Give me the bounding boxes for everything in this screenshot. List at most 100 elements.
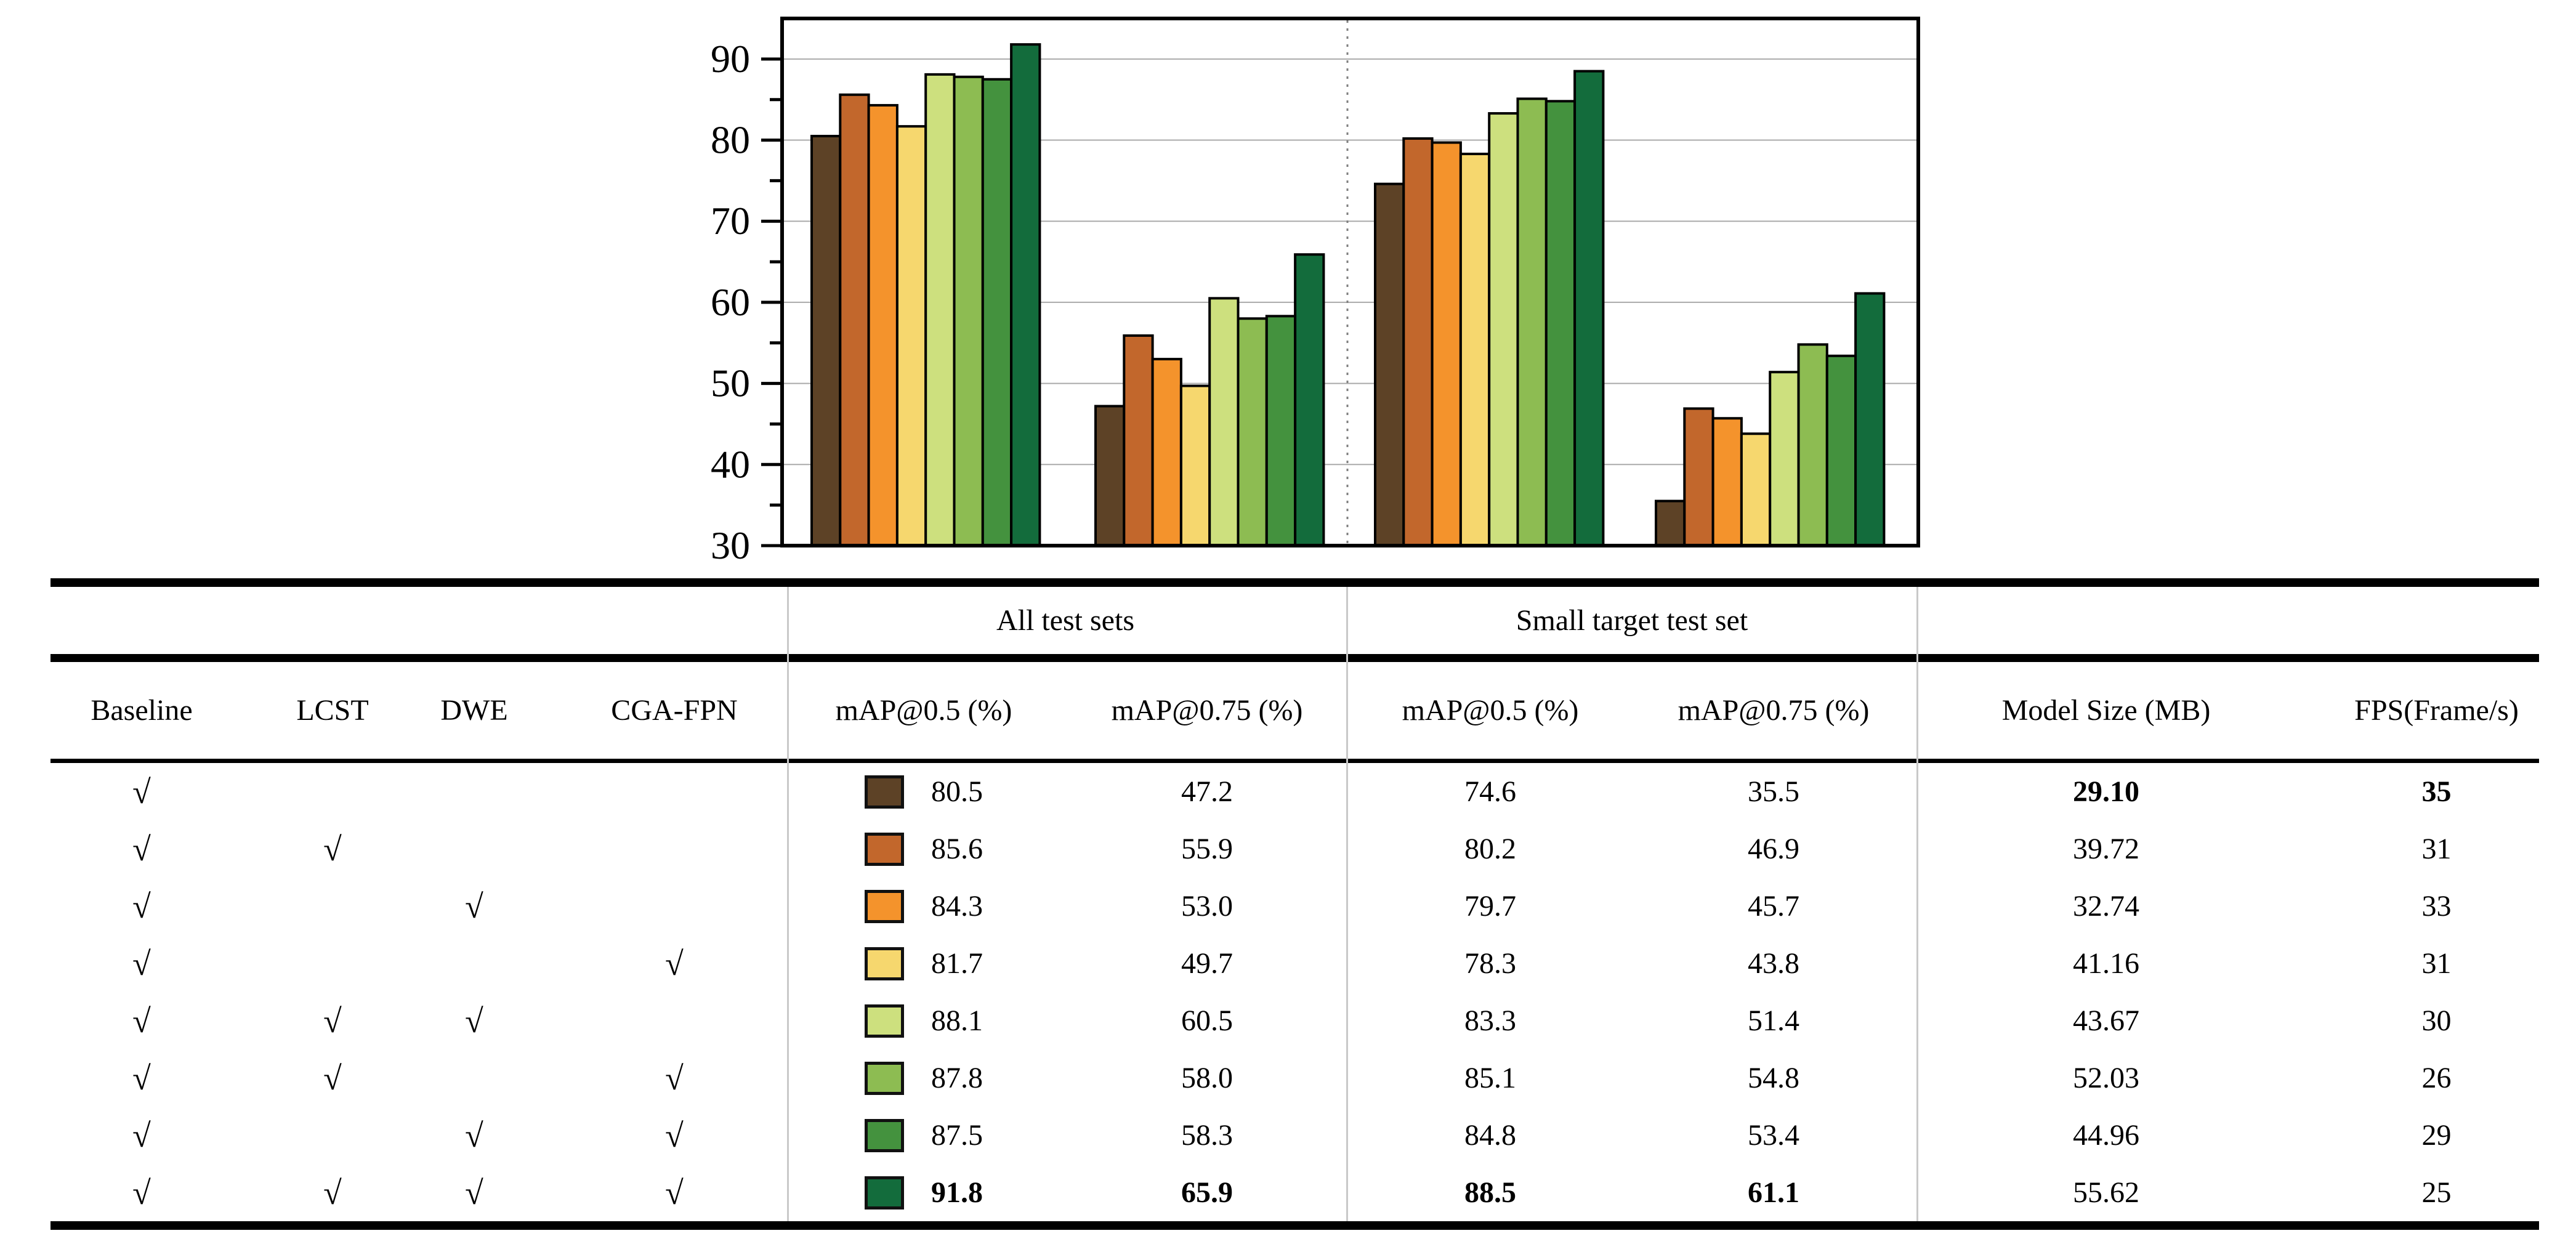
- table-rule-under-group-headers: [50, 654, 2539, 662]
- map075-small-cell: 61.1: [1748, 1176, 1799, 1209]
- check-lcst: √: [323, 1002, 342, 1040]
- table-vertical-divider: [787, 587, 789, 1221]
- model-size-cell: 55.62: [2073, 1176, 2139, 1209]
- map075-small-cell: 53.4: [1748, 1119, 1799, 1152]
- model-size-cell: 29.10: [2073, 775, 2139, 808]
- fps-cell: 29: [2421, 1119, 2452, 1152]
- check-cga-fpn: [567, 878, 782, 935]
- col-header-model-size: Model Size (MB): [2001, 694, 2211, 727]
- map05-all-value: 81.7: [931, 947, 983, 980]
- map075-small-cell: 45.7: [1748, 890, 1799, 923]
- series-color-swatch: [865, 947, 904, 980]
- check-cga-fpn: [567, 763, 782, 820]
- check-dwe: √: [465, 1117, 483, 1154]
- fps-cell: 33: [2421, 890, 2452, 923]
- svg-text:40: 40: [711, 442, 750, 486]
- table-rule-under-column-headers: [50, 759, 2539, 763]
- map05-small-cell: 83.3: [1464, 1004, 1516, 1037]
- check-lcst: [283, 935, 382, 992]
- check-lcst: √: [323, 1174, 342, 1211]
- table-row: √ √ √ 87.8 58.0 85.1 54.8 52.03 26: [0, 1049, 2576, 1107]
- map05-all-cell: 85.6: [782, 820, 1065, 878]
- col-header-baseline: Baseline: [91, 694, 193, 727]
- check-baseline: √: [132, 830, 151, 868]
- map05-all-cell: 84.3: [782, 878, 1065, 935]
- map075-all-cell: 60.5: [1181, 1004, 1233, 1037]
- col-header-map075-all: mAP@0.75 (%): [1111, 694, 1303, 727]
- map075-all-cell: 49.7: [1181, 947, 1233, 980]
- table-row: √ √ √ 88.1 60.5 83.3 51.4 43.67 30: [0, 992, 2576, 1049]
- table-rule-top: [50, 578, 2539, 587]
- model-size-cell: 43.67: [2073, 1004, 2139, 1037]
- map05-all-cell: 87.5: [782, 1107, 1065, 1164]
- series-color-swatch: [865, 1118, 904, 1152]
- map05-all-value: 87.5: [931, 1119, 983, 1152]
- table-row: √ 80.5 47.2 74.6 35.5 29.10 35: [0, 763, 2576, 820]
- series-color-swatch: [865, 1176, 904, 1210]
- column-header-row: Baseline LCST DWE CGA-FPN mAP@0.5 (%) mA…: [0, 662, 2576, 759]
- map05-small-cell: 78.3: [1464, 947, 1516, 980]
- map05-all-cell: 87.8: [782, 1049, 1065, 1107]
- check-dwe: √: [465, 887, 483, 925]
- fps-cell: 30: [2421, 1004, 2452, 1037]
- fps-cell: 25: [2421, 1176, 2452, 1209]
- check-baseline: √: [132, 773, 151, 810]
- check-dwe: [382, 820, 567, 878]
- map075-all-cell: 55.9: [1181, 833, 1233, 865]
- map05-all-value: 84.3: [931, 890, 983, 923]
- table-row: √ √ 85.6 55.9 80.2 46.9 39.72 31: [0, 820, 2576, 878]
- table-rule-bottom: [50, 1221, 2539, 1230]
- map05-all-cell: 88.1: [782, 992, 1065, 1049]
- series-color-swatch: [865, 1061, 904, 1095]
- series-color-swatch: [865, 889, 904, 923]
- check-cga-fpn: [567, 992, 782, 1049]
- map075-all-cell: 47.2: [1181, 775, 1233, 808]
- map05-all-value: 80.5: [931, 775, 983, 808]
- map075-all-cell: 58.3: [1181, 1119, 1233, 1152]
- model-size-cell: 41.16: [2073, 947, 2139, 980]
- check-cga-fpn: √: [665, 1059, 684, 1097]
- fps-cell: 31: [2421, 947, 2452, 980]
- table-row: √ √ √ 87.5 58.3 84.8 53.4 44.96 29: [0, 1107, 2576, 1164]
- map05-all-cell: 91.8: [782, 1164, 1065, 1221]
- col-header-map05-small: mAP@0.5 (%): [1402, 694, 1579, 727]
- map075-all-cell: 65.9: [1181, 1176, 1233, 1209]
- map05-all-value: 88.1: [931, 1004, 983, 1037]
- table-vertical-divider: [1916, 587, 1918, 1221]
- map05-small-cell: 84.8: [1464, 1119, 1516, 1152]
- map075-all-cell: 53.0: [1181, 890, 1233, 923]
- check-lcst: √: [323, 830, 342, 868]
- check-baseline: √: [132, 945, 151, 982]
- check-cga-fpn: √: [665, 1117, 684, 1154]
- map05-all-cell: 81.7: [782, 935, 1065, 992]
- col-header-dwe: DWE: [440, 694, 508, 727]
- map05-small-cell: 79.7: [1464, 890, 1516, 923]
- table-row: √ √ √ √ 91.8 65.9 88.5 61.1 55.62 25: [0, 1164, 2576, 1221]
- table-body: √ 80.5 47.2 74.6 35.5 29.10 35 √ √ 85.6 55.9 80.2 46…: [0, 763, 2576, 1221]
- check-lcst: [283, 1107, 382, 1164]
- check-cga-fpn: √: [665, 945, 684, 982]
- fps-cell: 31: [2421, 833, 2452, 865]
- series-color-swatch: [865, 1004, 904, 1038]
- series-color-swatch: [865, 775, 904, 809]
- col-header-lcst: LCST: [296, 694, 369, 727]
- model-size-cell: 52.03: [2073, 1062, 2139, 1094]
- fps-cell: 26: [2421, 1062, 2452, 1094]
- map05-small-cell: 88.5: [1464, 1176, 1516, 1209]
- col-header-map05-all: mAP@0.5 (%): [835, 694, 1012, 727]
- check-dwe: √: [465, 1174, 483, 1211]
- table-vertical-divider: [1346, 587, 1348, 1221]
- map05-small-cell: 85.1: [1464, 1062, 1516, 1094]
- check-lcst: [283, 763, 382, 820]
- model-size-cell: 32.74: [2073, 890, 2139, 923]
- col-header-cga-fpn: CGA-FPN: [611, 694, 738, 727]
- check-cga-fpn: √: [665, 1174, 684, 1211]
- table-row: √ √ 84.3 53.0 79.7 45.7 32.74 33: [0, 878, 2576, 935]
- map05-all-value: 87.8: [931, 1062, 983, 1094]
- svg-text:80: 80: [711, 118, 750, 162]
- check-dwe: √: [465, 1002, 483, 1040]
- check-dwe: [382, 935, 567, 992]
- map05-all-value: 91.8: [931, 1176, 983, 1209]
- check-baseline: √: [132, 1174, 151, 1211]
